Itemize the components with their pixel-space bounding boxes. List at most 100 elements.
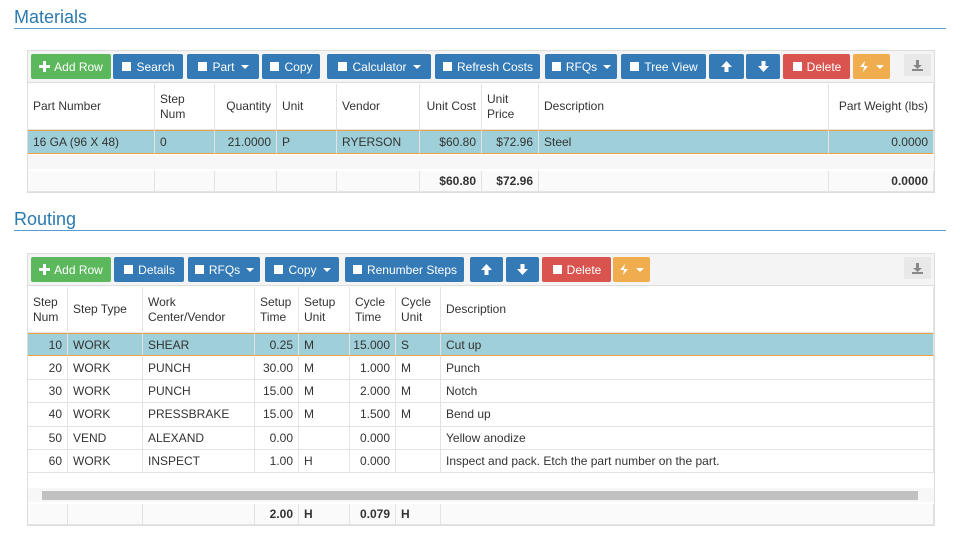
grid-cell: 2.000 — [350, 379, 396, 404]
toolbar-button[interactable]: RFQs — [188, 257, 260, 282]
toolbar-button[interactable]: Renumber Steps — [345, 257, 464, 282]
toolbar: Add Row Details RFQs Copy Renumber Steps Dele… — [28, 254, 934, 286]
total-cell — [277, 171, 337, 192]
button-label: Search — [136, 59, 175, 74]
icon — [792, 62, 802, 71]
icon — [912, 262, 923, 274]
icon — [124, 265, 134, 274]
button-label: Add Row — [54, 262, 103, 277]
toolbar-button[interactable]: Copy — [265, 257, 339, 282]
toolbar-button[interactable]: Copy — [262, 54, 320, 79]
section-title: Routing — [14, 209, 77, 229]
toolbar-button[interactable]: Add Row — [31, 54, 111, 79]
grid-cell: 1.500 — [350, 403, 396, 427]
icon — [551, 62, 561, 71]
caret — [240, 64, 249, 69]
total-cell: 0.0000 — [829, 171, 934, 192]
toolbar-button[interactable]: Tree View — [621, 54, 706, 79]
column-header: Setup Time — [255, 287, 299, 333]
toolbar-button[interactable] — [470, 257, 503, 282]
toolbar-button[interactable]: RFQs — [545, 54, 617, 79]
grid-cell: M — [299, 333, 350, 357]
toolbar-button[interactable] — [746, 54, 780, 79]
grid-cell: 10 — [28, 333, 68, 357]
grid-cell: 21.0000 — [215, 130, 277, 154]
toolbar-button[interactable] — [853, 54, 890, 79]
total-cell — [28, 171, 155, 192]
download-button[interactable] — [904, 54, 931, 76]
icon — [481, 264, 492, 275]
button-label: RFQs — [565, 59, 598, 74]
icon — [552, 265, 562, 274]
grid-cell: PUNCH — [143, 379, 255, 404]
total-cell — [68, 504, 143, 525]
grid-panel: Add Row Details RFQs Copy Renumber Steps Dele… — [27, 253, 935, 526]
icon — [860, 61, 868, 72]
column-header: Cycle Time — [350, 287, 396, 333]
column-header: Vendor — [337, 84, 420, 130]
grid-cell: M — [299, 356, 350, 380]
button-label: Part — [212, 59, 235, 74]
download-button[interactable] — [904, 257, 931, 279]
grid-cell: 0.0000 — [829, 130, 934, 154]
grid-cell: INSPECT — [143, 450, 255, 474]
button-label: Delete — [806, 59, 842, 74]
toolbar-button[interactable]: Refresh Costs — [435, 54, 540, 79]
toolbar-button[interactable]: Calculator — [327, 54, 431, 79]
total-cell: H — [396, 504, 441, 525]
grid-cell: 0.000 — [350, 426, 396, 450]
grid-cell: 15.000 — [350, 333, 396, 357]
grid-cell — [396, 450, 441, 474]
section-rule — [14, 28, 946, 29]
total-cell — [155, 171, 215, 192]
grid-cell — [396, 426, 441, 450]
column-header: Unit Price — [482, 84, 539, 130]
caret — [876, 64, 884, 69]
total-cell — [215, 171, 277, 192]
grid-cell: 20 — [28, 356, 68, 380]
toolbar-button[interactable]: Add Row — [31, 257, 111, 282]
grid-cell: 40 — [28, 403, 68, 427]
grid-cell: 60 — [28, 450, 68, 474]
button-label: Calculator — [352, 59, 407, 74]
toolbar-button[interactable] — [709, 54, 744, 79]
column-header: Part Number — [28, 84, 155, 130]
caret — [603, 64, 612, 69]
toolbar-button[interactable] — [506, 257, 539, 282]
grid-cell: P — [277, 130, 337, 154]
grid-cell: 0 — [155, 130, 215, 154]
toolbar-button[interactable]: Details — [114, 257, 184, 282]
column-header: Step Num — [155, 84, 215, 130]
total-cell: $60.80 — [420, 171, 482, 192]
toolbar-button[interactable]: Part — [187, 54, 259, 79]
grid-cell: RYERSON — [337, 130, 420, 154]
grid-cell: Inspect and pack. Etch the part number o… — [441, 450, 934, 474]
icon — [912, 59, 923, 71]
grid-cell: Steel — [539, 130, 829, 154]
button-label: Tree View — [644, 59, 698, 74]
grid-cell: WORK — [68, 379, 143, 404]
grid-cell: 1.000 — [350, 356, 396, 380]
toolbar-button[interactable] — [613, 257, 650, 282]
grid-cell: 1.00 — [255, 450, 299, 474]
total-cell: H — [299, 504, 350, 525]
caret — [636, 267, 644, 272]
total-cell — [28, 504, 68, 525]
grid-cell: Bend up — [441, 403, 934, 427]
grid-cell: 0.000 — [350, 450, 396, 474]
toolbar-button[interactable]: Search — [113, 54, 183, 79]
total-cell — [539, 171, 829, 192]
grid-cell: ALEXAND — [143, 426, 255, 450]
horizontal-scrollbar — [28, 155, 934, 169]
toolbar-button[interactable]: Delete — [542, 257, 611, 282]
icon — [274, 265, 284, 274]
grid-cell — [299, 426, 350, 450]
grid-cell: H — [299, 450, 350, 474]
grid-cell: Yellow anodize — [441, 426, 934, 450]
icon — [194, 265, 204, 274]
toolbar-button[interactable]: Delete — [783, 54, 850, 79]
total-cell — [337, 171, 420, 192]
grid-cell: M — [396, 403, 441, 427]
button-label: Refresh Costs — [456, 59, 534, 74]
